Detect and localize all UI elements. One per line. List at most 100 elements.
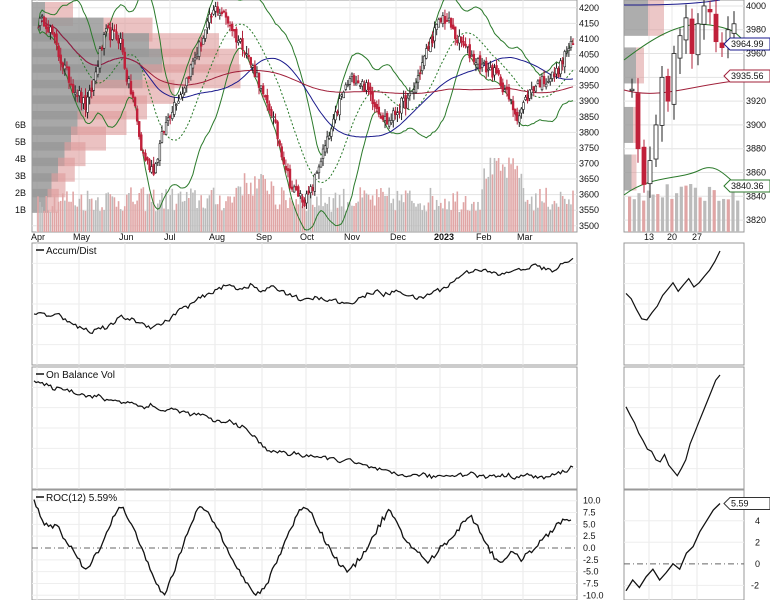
candle-body	[138, 121, 141, 137]
volume-axis-label: 4B	[15, 154, 26, 164]
volume-bar	[419, 203, 421, 232]
candle-body	[230, 23, 234, 31]
panel-title: ROC(12) 5.59%	[46, 493, 117, 504]
candle-body	[107, 25, 110, 29]
volume-bar	[115, 206, 118, 232]
candle-body	[394, 110, 397, 116]
candle-body	[317, 166, 321, 174]
volume-bar	[349, 202, 351, 232]
roc-zoom-y-tick-label: -2	[751, 580, 759, 590]
candle-body	[160, 131, 164, 143]
candle-body	[181, 93, 184, 98]
volume-bar	[146, 193, 149, 232]
zoom-volume-bar	[707, 186, 712, 232]
volume-bar	[334, 192, 337, 232]
main-y-tick-label: 3800	[579, 127, 599, 137]
candle-body	[270, 109, 273, 117]
candle-body	[264, 95, 267, 98]
candle-body	[65, 66, 69, 69]
candle-body	[80, 92, 83, 103]
candle-body	[421, 62, 424, 71]
candle-body	[185, 77, 188, 86]
candle-body	[78, 90, 81, 97]
volume-bar	[289, 197, 291, 232]
volume-bar	[272, 185, 275, 232]
candle-body	[162, 130, 166, 133]
zoom-volume-profile-bar	[624, 47, 636, 84]
roc-y-tick-label: -10.0	[583, 590, 604, 600]
candle-body	[474, 62, 478, 65]
candle-body	[171, 111, 174, 119]
zoom-volume-bar	[646, 190, 650, 232]
candle-body	[431, 36, 434, 44]
zoom-volume-bar	[693, 187, 697, 232]
volume-profile-bar	[47, 188, 59, 213]
volume-bar	[111, 196, 114, 232]
zoom-volume-bar	[717, 200, 721, 232]
volume-bar	[524, 201, 527, 232]
candle-body	[206, 20, 209, 29]
candle-body	[340, 94, 343, 97]
volume-bar	[237, 186, 240, 232]
volume-bar	[394, 210, 397, 232]
candle-body	[290, 186, 294, 190]
candle-body	[418, 72, 422, 75]
volume-bar	[485, 178, 488, 232]
volume-bar	[456, 191, 459, 232]
candle-body	[288, 168, 292, 189]
volume-bar	[66, 191, 68, 232]
zoom-volume-bar	[736, 200, 740, 232]
candle-body	[59, 54, 62, 64]
volume-bar	[386, 195, 388, 232]
roc-zoom-y-tick-label: 2	[755, 537, 760, 547]
candle-body	[177, 100, 180, 104]
volume-bar	[140, 188, 143, 232]
candle-body	[284, 165, 288, 171]
candle-body	[373, 102, 376, 108]
zoom-volume-bar	[731, 184, 735, 232]
volume-bar	[475, 210, 477, 232]
volume-bar	[97, 197, 99, 232]
volume-bar	[216, 204, 219, 232]
zoom-x-tick-label: 13	[644, 232, 654, 242]
candle-body	[86, 96, 89, 113]
volume-bar	[305, 211, 308, 232]
volume-bar	[128, 193, 130, 232]
volume-bar	[433, 209, 436, 232]
candle-body	[51, 25, 54, 35]
candle-body	[67, 66, 71, 83]
volume-bar	[109, 194, 112, 232]
volume-bar	[303, 205, 306, 232]
volume-bar	[318, 205, 320, 232]
candle-body	[542, 76, 546, 85]
volume-bar	[489, 157, 492, 232]
candle-body	[392, 110, 395, 121]
volume-bar	[136, 200, 138, 232]
volume-bar	[142, 187, 145, 232]
volume-bar	[107, 192, 110, 232]
volume-bar	[264, 178, 267, 232]
volume-bar	[41, 206, 43, 232]
candle-body	[433, 27, 436, 42]
candle-body	[538, 79, 542, 88]
candle-body	[408, 92, 412, 97]
candle-body	[501, 82, 504, 93]
volume-axis-label: 6B	[15, 120, 26, 130]
volume-bar	[442, 208, 444, 232]
zoom-y-tick-label: 3820	[746, 215, 766, 225]
main-x-tick-label: Jul	[164, 232, 176, 242]
volume-bar	[336, 207, 339, 232]
zoom-volume-profile-bar	[624, 154, 632, 191]
candle-body	[57, 45, 60, 58]
candle-body	[371, 91, 374, 105]
zoom-sma50	[623, 0, 721, 6]
candle-body	[53, 33, 56, 37]
candle-body	[282, 157, 286, 165]
volume-bar	[86, 190, 89, 232]
volume-bar	[351, 205, 353, 232]
zoom-volume-profile-bar	[648, 0, 664, 36]
main-x-tick-label: 2023	[434, 232, 454, 242]
volume-bar	[570, 204, 572, 232]
volume-bar	[491, 174, 494, 232]
candle-body	[88, 90, 91, 98]
